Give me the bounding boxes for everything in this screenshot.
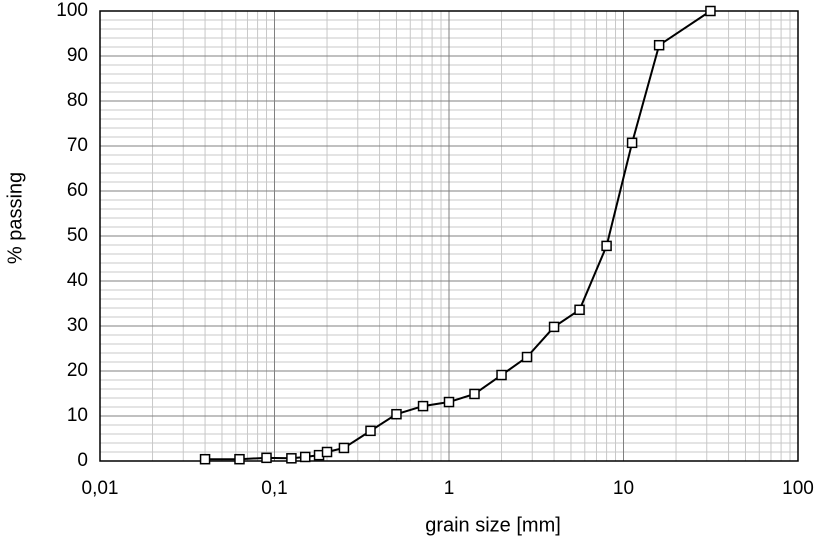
y-tick-label: 30	[67, 315, 88, 336]
x-tick-label: 0,01	[82, 478, 119, 499]
y-tick-label: 10	[67, 405, 88, 426]
data-point	[443, 396, 455, 408]
y-tick-label: 50	[67, 225, 88, 246]
data-line	[205, 10, 712, 461]
y-tick-label: 20	[67, 360, 88, 381]
data-point	[496, 369, 507, 381]
data-point	[199, 453, 211, 465]
x-tick-label: 100	[782, 478, 814, 499]
y-tick-label: 70	[67, 135, 88, 156]
y-tick-label: 90	[67, 45, 88, 66]
data-point	[574, 304, 585, 316]
data-point	[391, 408, 402, 420]
data-point	[261, 452, 272, 464]
y-tick-label: 40	[67, 270, 88, 291]
data-point	[234, 453, 245, 465]
data-point	[705, 5, 716, 17]
y-tick-label: 80	[67, 90, 88, 111]
data-point	[365, 425, 376, 437]
data-point	[469, 388, 480, 400]
x-axis-label: grain size [mm]	[425, 514, 561, 536]
y-tick-label: 0	[77, 450, 88, 471]
data-point	[601, 240, 612, 252]
plot-frame	[99, 10, 799, 462]
x-tick-label: 10	[613, 478, 634, 499]
data-point	[548, 321, 560, 333]
y-tick-label: 60	[67, 180, 88, 201]
data-point	[417, 400, 429, 412]
x-tick-label: 1	[444, 478, 455, 499]
data-point	[521, 351, 533, 363]
x-tick-label: 0,1	[261, 478, 287, 499]
y-axis-label: % passing	[4, 172, 26, 264]
data-point	[286, 453, 297, 464]
data-point	[321, 446, 333, 458]
data-point	[626, 137, 638, 149]
data-point	[653, 39, 665, 51]
data-point	[338, 442, 350, 454]
y-tick-label: 100	[56, 0, 88, 21]
data-point	[299, 451, 311, 463]
